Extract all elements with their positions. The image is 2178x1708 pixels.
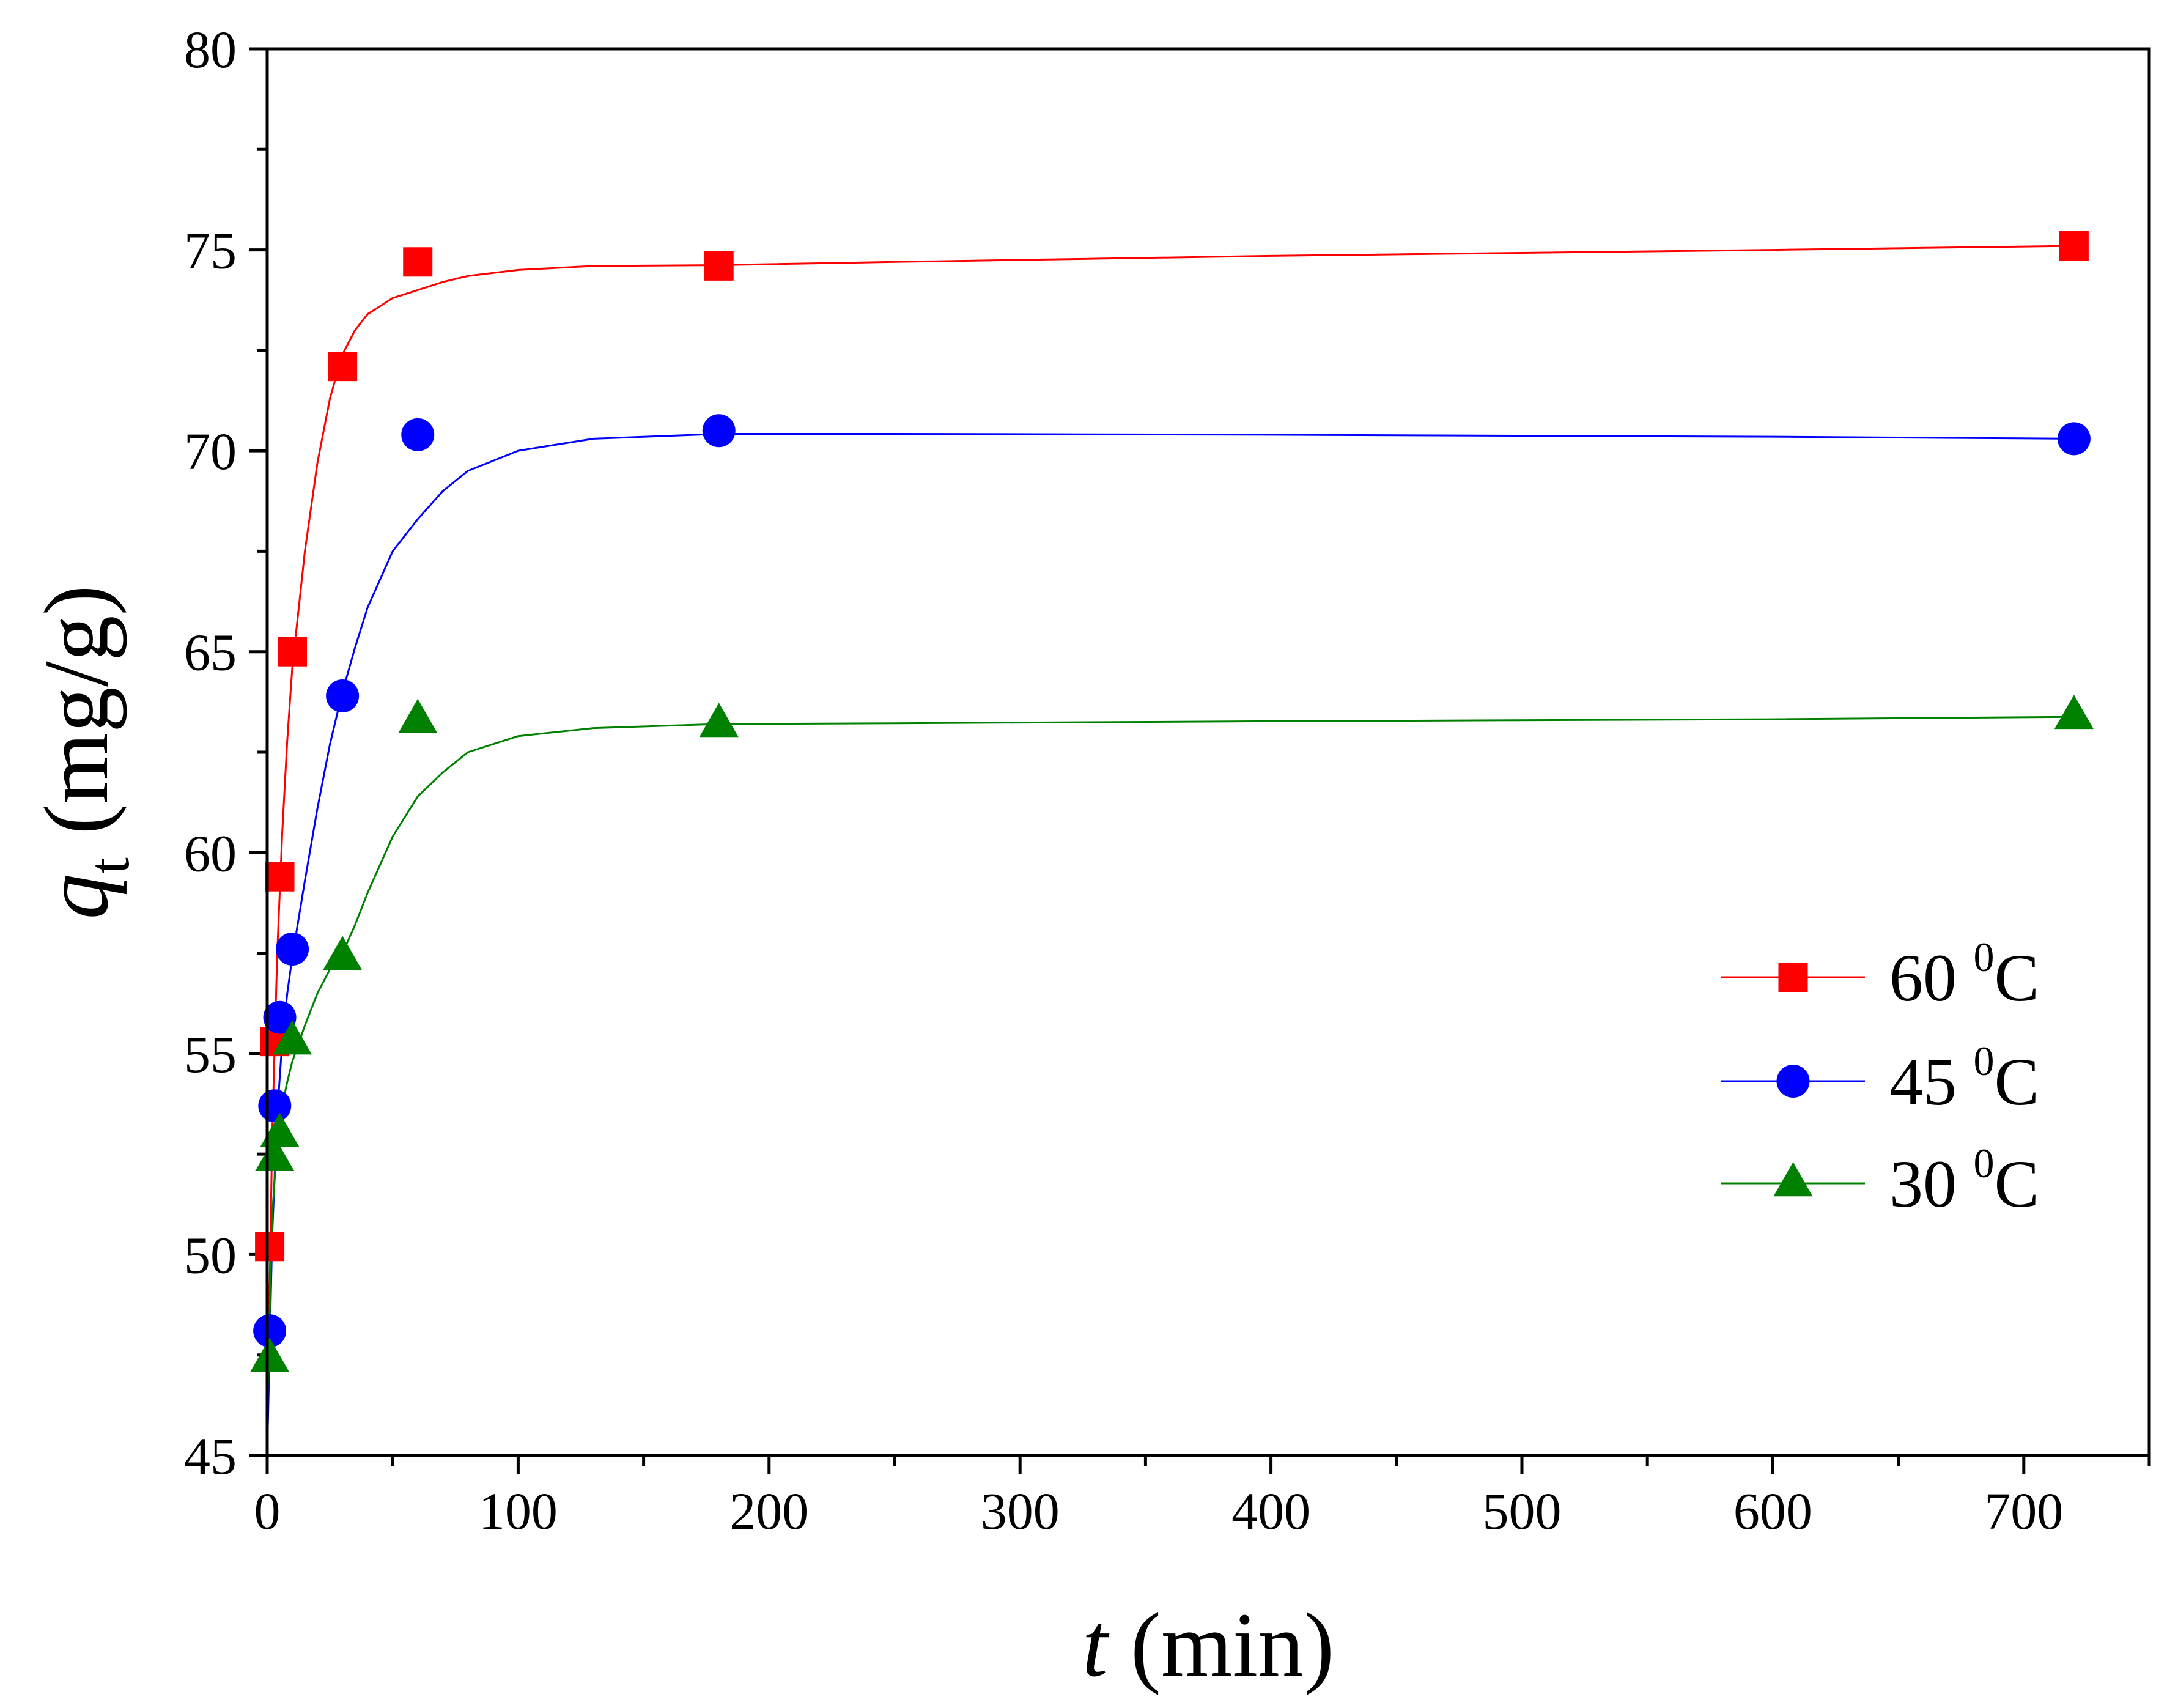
y-tick-label: 55 — [184, 1025, 237, 1084]
x-tick-label: 600 — [1733, 1482, 1812, 1540]
x-tick-label: 300 — [981, 1482, 1060, 1540]
x-tick-label: 0 — [254, 1482, 281, 1540]
data-point-series-2 — [263, 1000, 297, 1034]
legend-label-series-2: 45 0C — [1889, 1038, 2039, 1119]
data-point-series-1 — [403, 247, 433, 277]
y-tick-label: 75 — [184, 221, 237, 280]
fit-curves-layer — [266, 245, 2074, 1456]
legend: 60 0C 45 0C 30 0C — [1721, 934, 2039, 1221]
legend-marker-series-3 — [1773, 1162, 1813, 1197]
data-point-series-3 — [273, 1020, 312, 1055]
data-point-series-3 — [2054, 695, 2094, 730]
legend-label-series-3: 30 0C — [1889, 1140, 2039, 1221]
axes-ticks-layer: 0 100 200 300 400 500 600 700 45 50 55 60 65 70 75 80 — [184, 20, 2151, 1540]
y-axis-title: qt (mg/g) — [26, 585, 141, 919]
y-tick-label: 65 — [184, 623, 237, 682]
y-tick-label: 60 — [184, 824, 237, 882]
data-point-series-2 — [702, 414, 736, 448]
data-point-series-1 — [704, 251, 734, 281]
y-axis-title-variable: q — [26, 874, 127, 920]
y-tick-label: 45 — [184, 1427, 237, 1485]
x-axis-title-variable: t — [1082, 1594, 1110, 1696]
data-markers-layer — [250, 231, 2094, 1372]
data-point-series-3 — [699, 703, 739, 738]
data-point-series-3 — [398, 698, 438, 733]
x-axis-title: t (min) — [1082, 1594, 1334, 1696]
legend-label-series-1: 60 0C — [1889, 934, 2039, 1015]
legend-marker-series-2 — [1776, 1065, 1810, 1098]
y-axis-title-group: qt (mg/g) — [26, 585, 141, 919]
data-point-series-1 — [255, 1232, 285, 1262]
y-tick-label: 50 — [184, 1226, 237, 1284]
data-point-series-1 — [278, 637, 308, 667]
data-point-series-1 — [328, 352, 358, 382]
x-tick-label: 500 — [1483, 1482, 1562, 1540]
x-axis-title-unit: (min) — [1107, 1594, 1334, 1696]
data-point-series-2 — [401, 418, 435, 451]
y-tick-label: 80 — [184, 20, 237, 79]
x-tick-label: 200 — [729, 1482, 808, 1540]
data-point-series-3 — [323, 936, 363, 970]
fit-curve-series-2 — [266, 433, 2074, 1456]
data-point-series-3 — [250, 1337, 290, 1372]
x-tick-label: 100 — [479, 1482, 558, 1540]
data-point-series-2 — [2057, 422, 2091, 456]
data-point-series-1 — [265, 862, 295, 892]
y-tick-label: 70 — [184, 422, 237, 481]
data-point-series-3 — [255, 1136, 295, 1171]
fit-curve-series-3 — [266, 715, 2074, 1416]
y-axis-title-subscript: t — [76, 857, 141, 873]
y-axis-title-unit: (mg/g) — [26, 585, 127, 857]
plot-frame — [265, 47, 2151, 1457]
fit-curve-series-1 — [266, 245, 2074, 1436]
data-point-series-2 — [253, 1314, 287, 1348]
data-point-series-3 — [260, 1112, 300, 1147]
data-point-series-2 — [258, 1089, 292, 1123]
x-tick-label: 700 — [1984, 1482, 2063, 1540]
x-tick-label: 400 — [1231, 1482, 1310, 1540]
data-point-series-2 — [326, 679, 360, 712]
data-point-series-1 — [2059, 231, 2089, 261]
data-point-series-2 — [276, 933, 309, 966]
legend-marker-series-1 — [1778, 963, 1808, 992]
